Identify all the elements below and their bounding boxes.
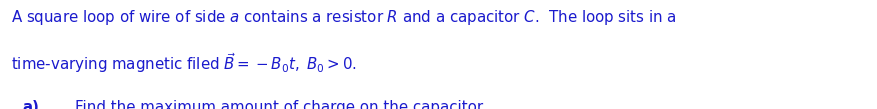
Text: Find the maximum amount of charge on the capacitor.: Find the maximum amount of charge on the… [75, 100, 486, 109]
Text: a): a) [22, 100, 39, 109]
Text: time-varying magnetic filed $\vec{B} = -B_0t,\ B_0 > 0.$: time-varying magnetic filed $\vec{B} = -… [11, 51, 357, 75]
Text: A square loop of wire of side $a$ contains a resistor $R$ and a capacitor $C$.  : A square loop of wire of side $a$ contai… [11, 8, 676, 27]
